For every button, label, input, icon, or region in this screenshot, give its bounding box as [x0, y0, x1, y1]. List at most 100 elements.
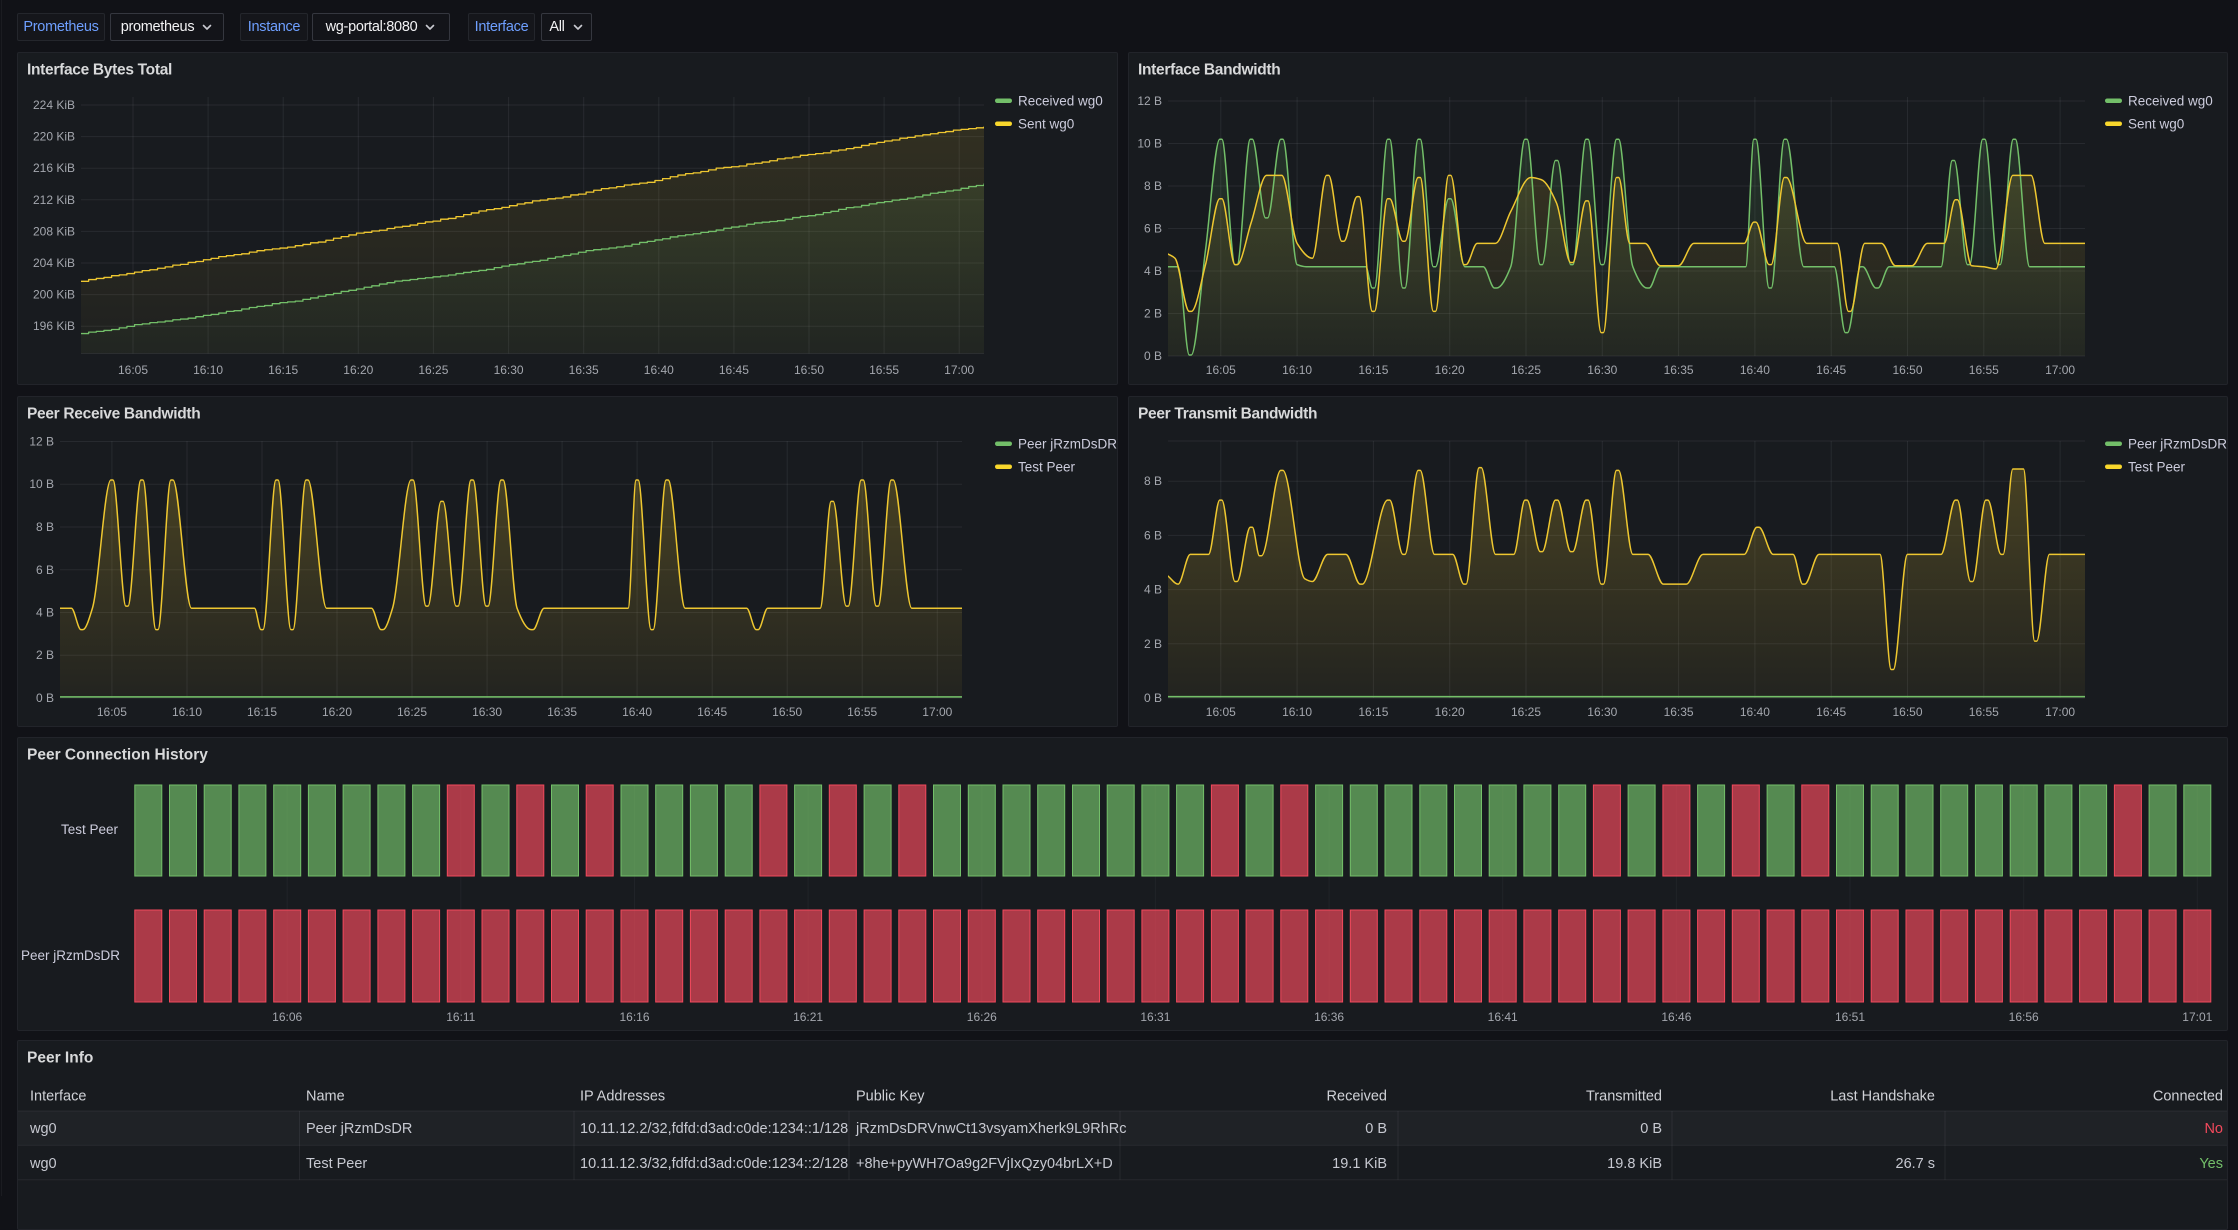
svg-text:Peer Transmit Bandwidth: Peer Transmit Bandwidth: [1138, 406, 1317, 423]
svg-text:Test Peer: Test Peer: [1018, 460, 1076, 475]
svg-text:17:00: 17:00: [944, 363, 974, 377]
svg-text:16:50: 16:50: [1892, 363, 1922, 377]
svg-text:16:45: 16:45: [719, 363, 749, 377]
svg-text:Test Peer: Test Peer: [2128, 460, 2186, 475]
svg-text:16:50: 16:50: [794, 363, 824, 377]
svg-text:16:40: 16:40: [644, 363, 674, 377]
svg-text:212 KiB: 212 KiB: [33, 193, 75, 207]
svg-text:16:30: 16:30: [1587, 705, 1617, 719]
svg-text:0 B: 0 B: [1144, 349, 1162, 363]
svg-text:6 B: 6 B: [1144, 222, 1162, 236]
svg-text:216 KiB: 216 KiB: [33, 161, 75, 175]
svg-text:6 B: 6 B: [36, 563, 54, 577]
svg-text:16:20: 16:20: [1435, 363, 1465, 377]
svg-text:0 B: 0 B: [1640, 1121, 1662, 1137]
svg-text:16:20: 16:20: [1435, 705, 1465, 719]
svg-text:No: No: [2204, 1121, 2223, 1137]
svg-text:Received wg0: Received wg0: [1018, 94, 1103, 109]
svg-text:2 B: 2 B: [1144, 637, 1162, 651]
svg-text:16:26: 16:26: [967, 1010, 997, 1024]
svg-text:16:25: 16:25: [418, 363, 448, 377]
svg-text:8 B: 8 B: [1144, 474, 1162, 488]
svg-text:16:46: 16:46: [1661, 1010, 1691, 1024]
svg-text:IP Addresses: IP Addresses: [580, 1089, 665, 1105]
svg-text:16:51: 16:51: [1835, 1010, 1865, 1024]
svg-text:2 B: 2 B: [36, 648, 54, 662]
svg-text:16:55: 16:55: [1969, 705, 1999, 719]
svg-text:16:15: 16:15: [1358, 705, 1388, 719]
svg-text:10 B: 10 B: [29, 477, 54, 491]
svg-text:16:41: 16:41: [1488, 1010, 1518, 1024]
svg-text:16:05: 16:05: [118, 363, 148, 377]
svg-text:16:21: 16:21: [793, 1010, 823, 1024]
svg-text:4 B: 4 B: [36, 606, 54, 620]
svg-text:6 B: 6 B: [1144, 528, 1162, 542]
svg-text:196 KiB: 196 KiB: [33, 319, 75, 333]
svg-text:220 KiB: 220 KiB: [33, 130, 75, 144]
svg-text:16:40: 16:40: [1740, 363, 1770, 377]
svg-text:Peer Info: Peer Info: [27, 1050, 93, 1067]
svg-text:16:10: 16:10: [193, 363, 223, 377]
svg-text:Received: Received: [1327, 1089, 1387, 1105]
svg-text:8 B: 8 B: [36, 520, 54, 534]
svg-text:4 B: 4 B: [1144, 264, 1162, 278]
svg-text:16:15: 16:15: [247, 705, 277, 719]
svg-text:16:35: 16:35: [569, 363, 599, 377]
svg-text:16:06: 16:06: [272, 1010, 302, 1024]
svg-text:Interface Bytes Total: Interface Bytes Total: [27, 62, 172, 79]
svg-text:17:00: 17:00: [922, 705, 952, 719]
svg-text:16:30: 16:30: [472, 705, 502, 719]
svg-text:16:16: 16:16: [619, 1010, 649, 1024]
svg-text:16:36: 16:36: [1314, 1010, 1344, 1024]
svg-text:Test Peer: Test Peer: [61, 822, 119, 837]
svg-text:Interface Bandwidth: Interface Bandwidth: [1138, 62, 1280, 79]
svg-text:16:20: 16:20: [343, 363, 373, 377]
svg-text:17:00: 17:00: [2045, 363, 2075, 377]
svg-text:wg0: wg0: [29, 1121, 57, 1137]
svg-text:16:45: 16:45: [1816, 705, 1846, 719]
svg-text:16:05: 16:05: [1206, 705, 1236, 719]
svg-text:Peer jRzmDsDR: Peer jRzmDsDR: [306, 1121, 412, 1137]
svg-text:Peer jRzmDsDR: Peer jRzmDsDR: [2128, 437, 2227, 452]
svg-text:16:35: 16:35: [1664, 705, 1694, 719]
svg-text:17:00: 17:00: [2045, 705, 2075, 719]
svg-text:0 B: 0 B: [1144, 691, 1162, 705]
svg-text:0 B: 0 B: [36, 691, 54, 705]
svg-text:Test Peer: Test Peer: [306, 1156, 367, 1172]
svg-text:Last Handshake: Last Handshake: [1830, 1089, 1935, 1105]
svg-text:+8he+pyWH7Oa9g2FVjIxQzy04brLX+: +8he+pyWH7Oa9g2FVjIxQzy04brLX+D: [856, 1156, 1113, 1172]
svg-text:16:30: 16:30: [494, 363, 524, 377]
svg-text:Sent wg0: Sent wg0: [2128, 117, 2184, 132]
svg-text:16:55: 16:55: [869, 363, 899, 377]
svg-text:16:10: 16:10: [1282, 363, 1312, 377]
svg-text:16:40: 16:40: [1740, 705, 1770, 719]
svg-text:16:45: 16:45: [1816, 363, 1846, 377]
svg-text:16:50: 16:50: [1892, 705, 1922, 719]
svg-text:19.1 KiB: 19.1 KiB: [1332, 1156, 1387, 1172]
svg-text:200 KiB: 200 KiB: [33, 288, 75, 302]
svg-text:Peer jRzmDsDR: Peer jRzmDsDR: [21, 948, 120, 963]
svg-text:16:56: 16:56: [2009, 1010, 2039, 1024]
svg-text:10.11.12.3/32,fdfd:d3ad:c0de:1: 10.11.12.3/32,fdfd:d3ad:c0de:1234::2/128: [580, 1156, 848, 1172]
svg-text:jRzmDsDRVnwCt13vsyamXherk9L9Rh: jRzmDsDRVnwCt13vsyamXherk9L9RhRc: [855, 1121, 1126, 1137]
svg-text:224 KiB: 224 KiB: [33, 98, 75, 112]
svg-text:204 KiB: 204 KiB: [33, 256, 75, 270]
svg-text:16:55: 16:55: [847, 705, 877, 719]
svg-text:16:25: 16:25: [1511, 705, 1541, 719]
svg-text:12 B: 12 B: [1137, 94, 1162, 108]
svg-text:17:01: 17:01: [2182, 1010, 2212, 1024]
svg-text:16:35: 16:35: [1664, 363, 1694, 377]
svg-text:12 B: 12 B: [29, 435, 54, 449]
svg-text:Connected: Connected: [2153, 1089, 2223, 1105]
svg-text:Peer Connection History: Peer Connection History: [27, 747, 208, 764]
svg-text:Peer Receive Bandwidth: Peer Receive Bandwidth: [27, 406, 200, 423]
svg-text:10 B: 10 B: [1137, 137, 1162, 151]
svg-text:208 KiB: 208 KiB: [33, 224, 75, 238]
svg-text:16:11: 16:11: [446, 1010, 475, 1024]
svg-text:16:05: 16:05: [1206, 363, 1236, 377]
svg-text:26.7 s: 26.7 s: [1896, 1156, 1936, 1172]
svg-text:Name: Name: [306, 1089, 345, 1105]
svg-text:16:05: 16:05: [97, 705, 127, 719]
svg-text:16:55: 16:55: [1969, 363, 1999, 377]
svg-text:10.11.12.2/32,fdfd:d3ad:c0de:1: 10.11.12.2/32,fdfd:d3ad:c0de:1234::1/128: [580, 1121, 848, 1137]
